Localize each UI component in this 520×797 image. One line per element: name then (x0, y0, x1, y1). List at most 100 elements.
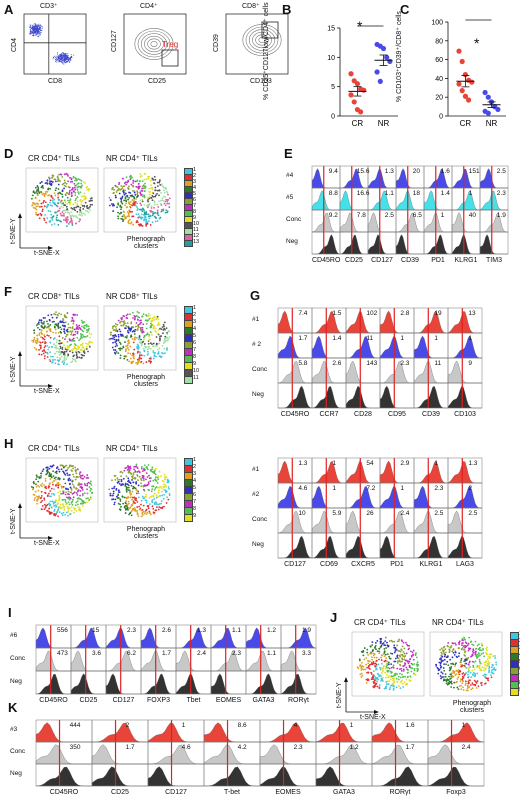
tsne-point (146, 221, 149, 223)
mfi-value: 4 (293, 722, 298, 729)
tsne-point (113, 501, 116, 504)
tsne-point (54, 323, 57, 326)
tsne-point (60, 201, 62, 204)
tsne-point (61, 514, 64, 517)
tsne-point (134, 469, 137, 472)
tsne-point (45, 504, 48, 507)
tsne-point (129, 222, 132, 225)
tsne-point (139, 322, 142, 324)
tsne-point (126, 505, 128, 508)
tsne-point (64, 469, 67, 472)
tsne-point (155, 509, 158, 512)
event-dot (67, 59, 69, 61)
event-dot (63, 57, 65, 59)
tsne-point (147, 347, 150, 350)
tsne-point (148, 335, 150, 338)
tsne-point (491, 669, 493, 672)
tsne-point (121, 334, 124, 337)
marker-label: CD45RO (312, 257, 341, 264)
tsne-point (134, 328, 137, 331)
tsne-point (139, 202, 142, 205)
mfi-value: 6.5 (412, 212, 422, 219)
tsne-point (41, 350, 44, 353)
tsne-point (165, 327, 168, 330)
tsne-point (138, 355, 141, 357)
mfi-value: 1.7 (405, 744, 415, 751)
legend-swatch (184, 376, 193, 384)
tsne-point (468, 647, 471, 650)
tsne-point (164, 489, 166, 491)
tsne-point (150, 196, 153, 199)
tsne-point (362, 665, 365, 668)
tsne-svg (18, 457, 177, 540)
histogram-curve (277, 511, 312, 534)
tsne-point (59, 212, 62, 215)
tsne-point (70, 331, 73, 334)
tsne-point (86, 474, 89, 476)
tsne-point (457, 676, 460, 679)
tsne-point (68, 212, 71, 215)
tsne-point (129, 218, 131, 221)
tsne-point (467, 663, 470, 666)
event-dot (38, 33, 40, 35)
tsne-point (154, 476, 157, 479)
tsne-point (69, 486, 72, 489)
tsne-point (134, 193, 137, 196)
tsne-point (372, 652, 375, 655)
tsne-point (77, 506, 80, 508)
tsne-point (442, 675, 445, 678)
tsne-point (41, 470, 44, 473)
tsne-point (122, 477, 125, 480)
mfi-value: 2.3 (232, 650, 242, 657)
tsne-point (89, 487, 92, 490)
tsne-point (141, 185, 144, 188)
legend-cluster-number: 1 (193, 167, 197, 173)
histogram-curve (315, 722, 372, 743)
tsne-point (36, 476, 38, 478)
tsne-point (40, 490, 43, 493)
tsne-point (126, 483, 129, 486)
tsne-point (366, 666, 368, 669)
tsne-point (164, 211, 167, 214)
tsne-point (378, 650, 381, 653)
mfi-value: 1 (332, 485, 337, 492)
tsne-point (63, 344, 65, 347)
tsne-point (157, 351, 160, 353)
marker-label: CXCR5 (351, 561, 375, 568)
tsne-point (53, 508, 56, 511)
tsne-point (137, 182, 140, 185)
tsne-point (157, 495, 160, 498)
tsne-point (89, 496, 92, 499)
tsne-point (46, 179, 49, 182)
tsne-point (144, 495, 146, 498)
tsne-point (32, 481, 35, 483)
legend-cluster-number: 5 (193, 191, 197, 197)
tsne-point (131, 354, 134, 357)
tsne-point (32, 486, 35, 489)
tsne-point (462, 639, 464, 642)
tsne-point (87, 189, 90, 192)
tsne-point (461, 672, 464, 675)
tsne-point (58, 173, 60, 176)
tsne-point (388, 688, 391, 691)
tsne-svg (18, 167, 177, 250)
data-point (384, 54, 390, 60)
tsne-point (128, 469, 131, 471)
event-dot (41, 27, 43, 29)
tsne-point (405, 641, 407, 644)
tsne-point (484, 682, 487, 685)
tsne-point (65, 218, 68, 221)
event-dot (29, 29, 31, 31)
tsne-point (50, 313, 53, 316)
tsne-point (151, 333, 153, 336)
tsne-point (132, 481, 135, 484)
tsne-point (73, 186, 76, 189)
mfi-value: 2.4 (461, 744, 471, 751)
tsne-point (66, 340, 69, 343)
tsne-point (41, 505, 44, 507)
tsne-point (152, 327, 155, 330)
histogram-curve (278, 535, 313, 559)
tsne-point (360, 650, 363, 653)
tsne-point (35, 211, 37, 214)
